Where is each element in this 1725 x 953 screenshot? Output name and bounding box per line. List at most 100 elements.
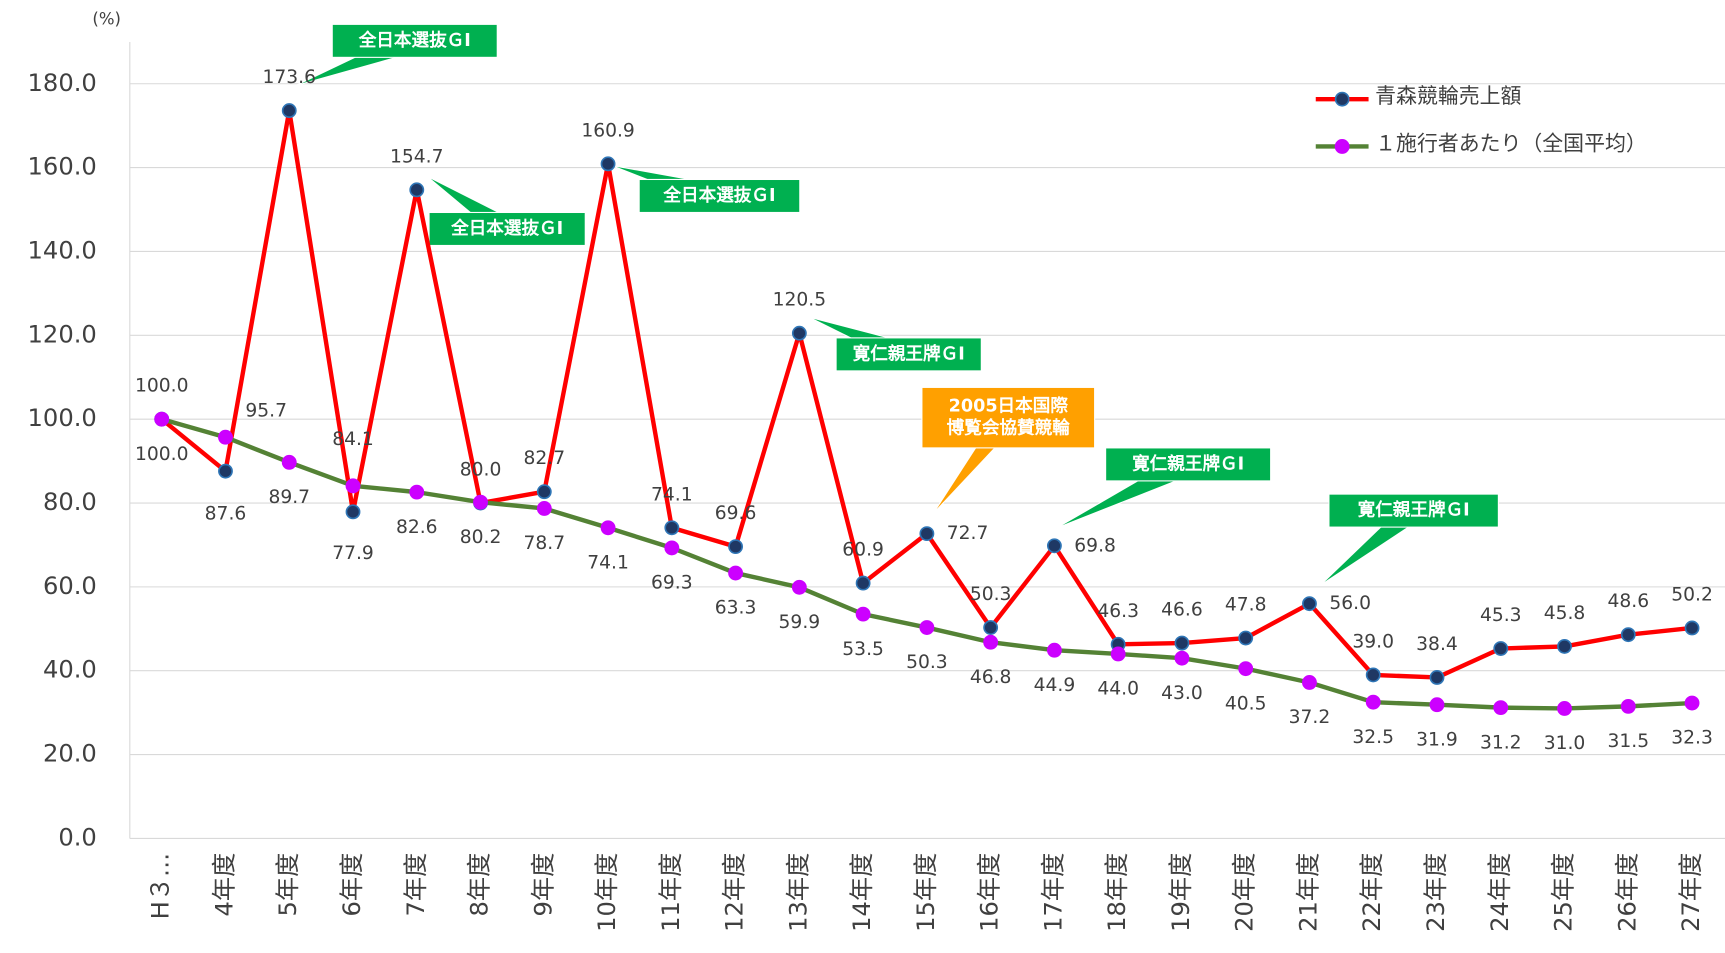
data-point <box>1174 635 1190 651</box>
data-label: 72.7 <box>947 523 989 544</box>
data-point <box>154 411 170 427</box>
data-label: 160.9 <box>581 120 635 141</box>
data-label: 69.6 <box>715 503 757 524</box>
callout-text: 寛仁親王牌ＧⅠ <box>1358 500 1470 521</box>
data-label: 46.3 <box>1097 601 1139 622</box>
data-label: 60.9 <box>842 540 884 561</box>
data-point <box>1302 596 1317 612</box>
data-label: 48.6 <box>1607 591 1649 612</box>
x-tick-label: 12年度 <box>721 853 749 932</box>
data-label: 74.1 <box>587 552 629 573</box>
x-tick-label: 20年度 <box>1231 853 1259 932</box>
callout-box <box>638 178 801 214</box>
data-point <box>983 620 999 635</box>
data-point <box>855 575 871 591</box>
data-point <box>281 454 297 470</box>
data-label: 44.9 <box>1034 675 1076 696</box>
x-tick-label: 7年度 <box>402 853 430 917</box>
data-label: 31.9 <box>1416 729 1458 750</box>
data-point <box>983 634 999 650</box>
data-label: 89.7 <box>268 487 310 508</box>
data-point <box>1620 698 1636 714</box>
data-point <box>1557 701 1572 716</box>
data-point <box>1493 641 1509 656</box>
legend-marker <box>1334 139 1350 154</box>
data-point <box>1238 661 1254 677</box>
data-point <box>1557 638 1572 654</box>
data-point <box>664 540 680 556</box>
data-point <box>345 504 361 520</box>
data-label: 173.6 <box>262 67 316 88</box>
data-point <box>1238 630 1254 646</box>
x-tick-label: 5年度 <box>274 853 302 917</box>
data-label: 69.8 <box>1074 535 1116 556</box>
data-point <box>473 494 488 510</box>
x-tick-label: 23年度 <box>1422 853 1450 932</box>
callout-text: 2005日本国際 <box>949 396 1069 417</box>
data-point <box>791 325 807 341</box>
x-tick-label: 17年度 <box>1039 853 1067 932</box>
data-label: 46.6 <box>1161 600 1203 621</box>
data-point <box>281 103 297 119</box>
data-point <box>1110 646 1126 662</box>
data-label: 80.0 <box>460 460 502 481</box>
data-label: 95.7 <box>245 400 287 421</box>
callout-box <box>835 337 982 372</box>
callout-box <box>921 386 1096 449</box>
legend-label: １施行者あたり（全国平均） <box>1375 131 1647 155</box>
legend-marker <box>1334 91 1350 107</box>
x-tick-label: 19年度 <box>1167 853 1195 932</box>
data-point <box>1365 667 1381 683</box>
data-label: 154.7 <box>390 146 444 167</box>
data-label: 46.8 <box>970 667 1012 688</box>
data-point <box>1365 694 1381 710</box>
data-label: 84.1 <box>332 429 374 450</box>
callout-text: 全日本選抜ＧⅠ <box>450 218 563 239</box>
data-label: 50.3 <box>906 652 948 673</box>
data-label: 31.2 <box>1480 732 1522 753</box>
data-label: 37.2 <box>1289 707 1331 728</box>
data-label: 120.5 <box>773 290 827 311</box>
callout-box <box>331 23 498 58</box>
data-label: 39.0 <box>1352 631 1394 652</box>
data-label: 82.7 <box>523 448 565 469</box>
x-tick-label: 4年度 <box>210 853 238 917</box>
data-point <box>536 484 552 500</box>
data-point <box>345 478 361 494</box>
data-point <box>728 539 744 555</box>
x-tick-label: H３… <box>147 853 175 920</box>
data-label: 69.3 <box>651 573 693 594</box>
data-point <box>1174 650 1190 666</box>
data-point <box>728 565 744 581</box>
data-label: 100.0 <box>135 444 189 465</box>
y-tick-label: 40.0 <box>43 656 97 684</box>
callout-text: 全日本選抜ＧⅠ <box>358 30 471 51</box>
data-label: 50.3 <box>970 584 1012 605</box>
x-tick-label: 22年度 <box>1358 853 1386 932</box>
y-tick-label: 140.0 <box>28 236 97 264</box>
data-point <box>1429 697 1445 713</box>
data-point <box>600 520 616 536</box>
data-label: 45.3 <box>1480 605 1522 626</box>
data-label: 53.5 <box>842 639 884 660</box>
data-label: 77.9 <box>332 543 374 564</box>
x-tick-label: 6年度 <box>338 853 366 917</box>
x-tick-label: 9年度 <box>529 853 557 917</box>
data-point <box>919 620 935 635</box>
data-point <box>1429 670 1445 685</box>
x-tick-label: 14年度 <box>848 853 876 932</box>
data-point <box>600 156 616 172</box>
data-label: 78.7 <box>523 533 565 554</box>
data-label: 40.5 <box>1225 693 1267 714</box>
data-point <box>218 463 233 479</box>
data-label: 38.4 <box>1416 634 1458 655</box>
y-unit-label: (%) <box>92 9 121 28</box>
data-point <box>855 606 871 622</box>
y-tick-label: 100.0 <box>28 404 97 432</box>
callout-box <box>1105 447 1272 482</box>
x-tick-label: 18年度 <box>1103 853 1131 932</box>
callout-box <box>428 211 586 247</box>
data-label: 74.1 <box>651 484 693 505</box>
